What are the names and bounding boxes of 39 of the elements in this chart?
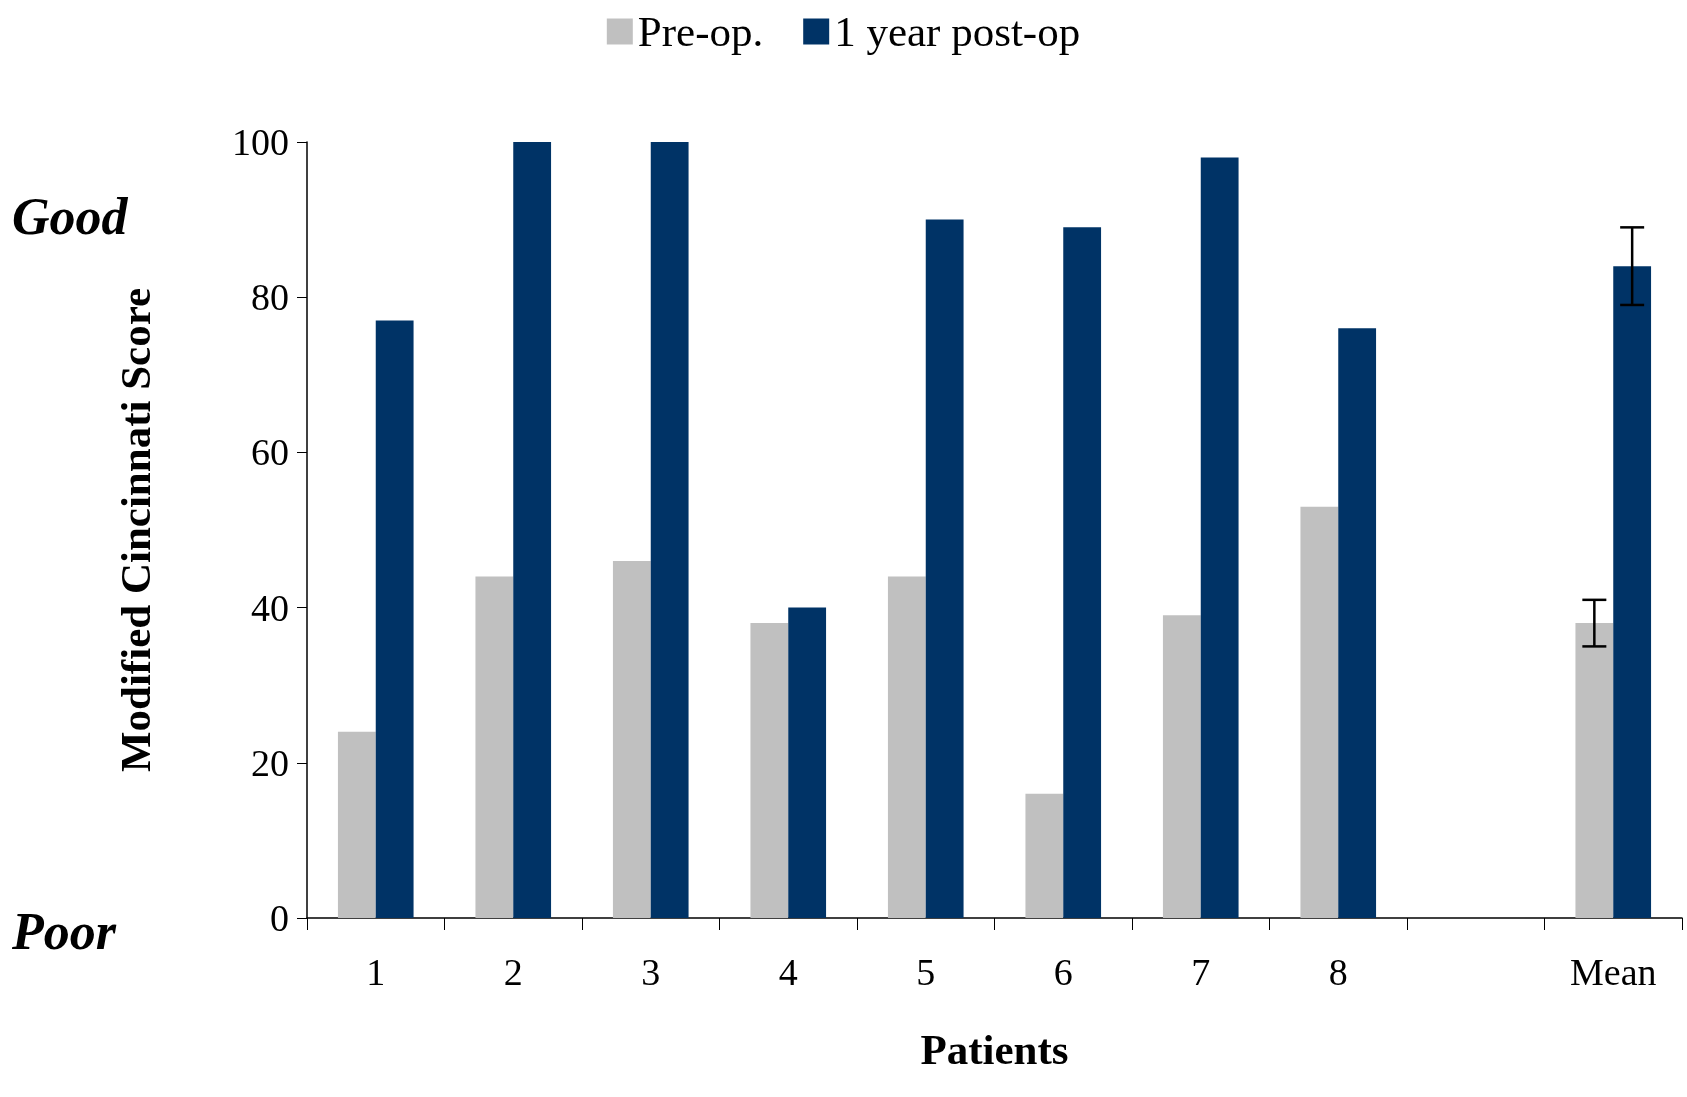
x-tick-label: 2	[503, 951, 523, 993]
x-tick-label: Mean	[1569, 951, 1657, 993]
legend-label: Pre-op.	[637, 8, 764, 55]
bar	[750, 623, 789, 918]
text: Good	[12, 187, 129, 245]
bar	[375, 320, 414, 918]
bar	[1338, 328, 1377, 918]
bar	[475, 576, 514, 918]
y-axis-title: Modified Cincinnati Score	[112, 287, 159, 773]
x-tick-label: 4	[778, 951, 798, 993]
bar	[513, 142, 552, 918]
bar	[337, 731, 376, 918]
legend-label: 1 year post-op	[834, 8, 1081, 55]
bar	[925, 219, 964, 918]
x-tick-label: 6	[1053, 951, 1073, 993]
bar	[1300, 506, 1339, 918]
bar	[788, 607, 827, 918]
bar	[887, 576, 926, 918]
bar	[1575, 623, 1614, 918]
x-tick-label: 7	[1191, 951, 1211, 993]
bar	[612, 561, 651, 918]
y-tick-label: 40	[251, 586, 289, 629]
y-tick-label: 60	[251, 431, 289, 474]
bar	[1025, 793, 1064, 918]
y-tick-label: 20	[251, 741, 289, 784]
bar	[1613, 266, 1652, 918]
bar	[1162, 615, 1201, 918]
bar	[650, 142, 689, 918]
y-tick-label: 0	[270, 897, 289, 939]
x-tick-label: 1	[366, 951, 386, 993]
bar	[1200, 157, 1239, 918]
y-tick-label: 100	[232, 121, 289, 163]
y-tick-label: 80	[251, 276, 289, 319]
bar	[1063, 227, 1102, 918]
x-tick-label: 8	[1328, 951, 1348, 993]
x-tick-label: 3	[641, 951, 661, 993]
text: Poor	[11, 902, 117, 960]
x-axis-title: Patients	[920, 1026, 1069, 1073]
x-tick-label: 5	[916, 951, 936, 993]
